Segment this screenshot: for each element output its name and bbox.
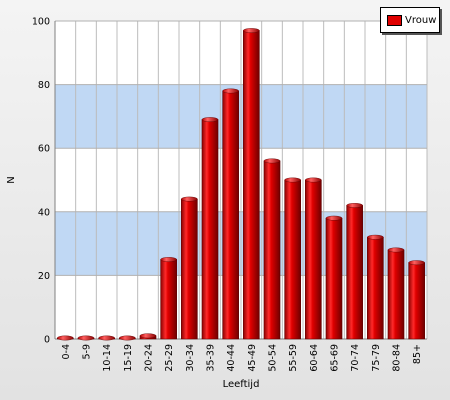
x-tick-label: 10-14	[102, 344, 113, 372]
x-tick-label: 15-19	[123, 344, 134, 372]
bar-cap	[201, 117, 219, 122]
bar-cap	[243, 28, 260, 33]
bar-65-69	[325, 215, 343, 340]
bar-5-9	[77, 335, 95, 341]
legend-swatch	[387, 14, 402, 26]
x-tick-label: 65-69	[330, 344, 341, 372]
x-tick-label: 75-79	[371, 344, 382, 372]
legend: Vrouw	[380, 7, 440, 33]
bar-body	[201, 119, 219, 340]
bar-25-29	[160, 257, 177, 340]
vertical-gridlines	[54, 20, 428, 340]
bar-body	[305, 179, 322, 340]
x-tick-label: 25-29	[164, 344, 175, 372]
bar-15-19	[119, 335, 136, 341]
bar-cap	[325, 215, 343, 221]
bar-60-64	[305, 177, 322, 340]
y-tick-label: 60	[38, 144, 50, 155]
x-tick-label: 60-64	[309, 344, 320, 372]
x-tick-label: 85+	[412, 344, 423, 364]
bar-20-24	[139, 333, 157, 340]
y-tick-label: 100	[32, 17, 50, 28]
bar-cap	[263, 158, 281, 164]
bar-body	[325, 217, 343, 340]
x-tick-label: 35-39	[206, 344, 217, 372]
bar-cap	[119, 335, 136, 341]
y-axis-ticks: 0 20 40 60 80 100	[32, 17, 50, 346]
x-axis-ticks: 0-4 5-9 10-14 15-19 20-24 25-29 30-34 35-39 40-4…	[61, 344, 423, 372]
bar-cap	[367, 234, 384, 240]
legend-label-vrouw: Vrouw	[405, 14, 437, 26]
x-tick-label: 5-9	[82, 344, 93, 360]
bar-body	[181, 198, 198, 340]
bar-cap	[181, 196, 198, 202]
x-tick-label: 80-84	[392, 344, 403, 372]
bar-cap	[222, 88, 239, 94]
y-tick-label: 40	[38, 207, 50, 218]
bar-45-49	[243, 28, 260, 340]
x-tick-label: 55-59	[288, 344, 299, 372]
bar-80-84	[387, 247, 405, 340]
bar-35-39	[201, 117, 219, 340]
bar-cap	[387, 247, 405, 253]
bar-cap	[284, 177, 301, 183]
bar-cap	[160, 257, 177, 262]
x-tick-label: 45-49	[247, 344, 258, 372]
bar-cap	[305, 177, 322, 183]
bar-10-14	[98, 335, 115, 341]
bar-30-34	[181, 196, 198, 340]
bar-body	[408, 262, 425, 340]
bar-85+	[408, 260, 425, 340]
bars	[57, 28, 425, 341]
x-axis-title: Leeftijd	[223, 379, 260, 390]
y-tick-label: 20	[38, 271, 50, 282]
y-tick-label: 0	[44, 335, 50, 346]
x-tick-label: 50-54	[268, 344, 279, 372]
bar-body	[222, 90, 239, 340]
bar-70-74	[346, 203, 363, 340]
bar-body	[346, 205, 363, 340]
x-tick-label: 20-24	[144, 344, 155, 372]
x-tick-label: 30-34	[185, 344, 196, 372]
bar-55-59	[284, 177, 301, 340]
bar-cap	[408, 260, 425, 266]
bar-cap	[98, 335, 115, 341]
bar-50-54	[263, 158, 281, 340]
bar-body	[387, 249, 405, 340]
bar-cap	[57, 335, 74, 341]
bar-cap	[346, 203, 363, 208]
bar-body	[284, 179, 301, 340]
bar-cap	[139, 333, 157, 339]
x-tick-label: 40-44	[226, 344, 237, 372]
bar-body	[367, 236, 384, 340]
x-tick-label: 0-4	[61, 344, 72, 360]
bar-body	[243, 30, 260, 340]
y-tick-label: 80	[38, 80, 50, 91]
bar-cap	[77, 335, 95, 341]
bar-40-44	[222, 88, 239, 340]
bar-body	[160, 259, 177, 340]
y-axis-title: N	[6, 176, 17, 183]
bar-75-79	[367, 234, 384, 340]
bar-0-4	[57, 335, 74, 341]
x-tick-label: 70-74	[350, 344, 361, 372]
bar-body	[263, 160, 281, 340]
